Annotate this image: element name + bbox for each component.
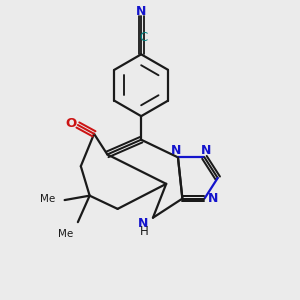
Text: O: O — [66, 117, 77, 130]
Text: C: C — [140, 31, 148, 44]
Text: N: N — [201, 144, 211, 158]
Text: N: N — [137, 217, 148, 230]
Text: Me: Me — [58, 229, 74, 238]
Text: H: H — [140, 225, 149, 239]
Text: N: N — [208, 192, 218, 205]
Text: Me: Me — [40, 194, 55, 204]
Text: N: N — [136, 4, 146, 18]
Text: N: N — [171, 144, 182, 158]
